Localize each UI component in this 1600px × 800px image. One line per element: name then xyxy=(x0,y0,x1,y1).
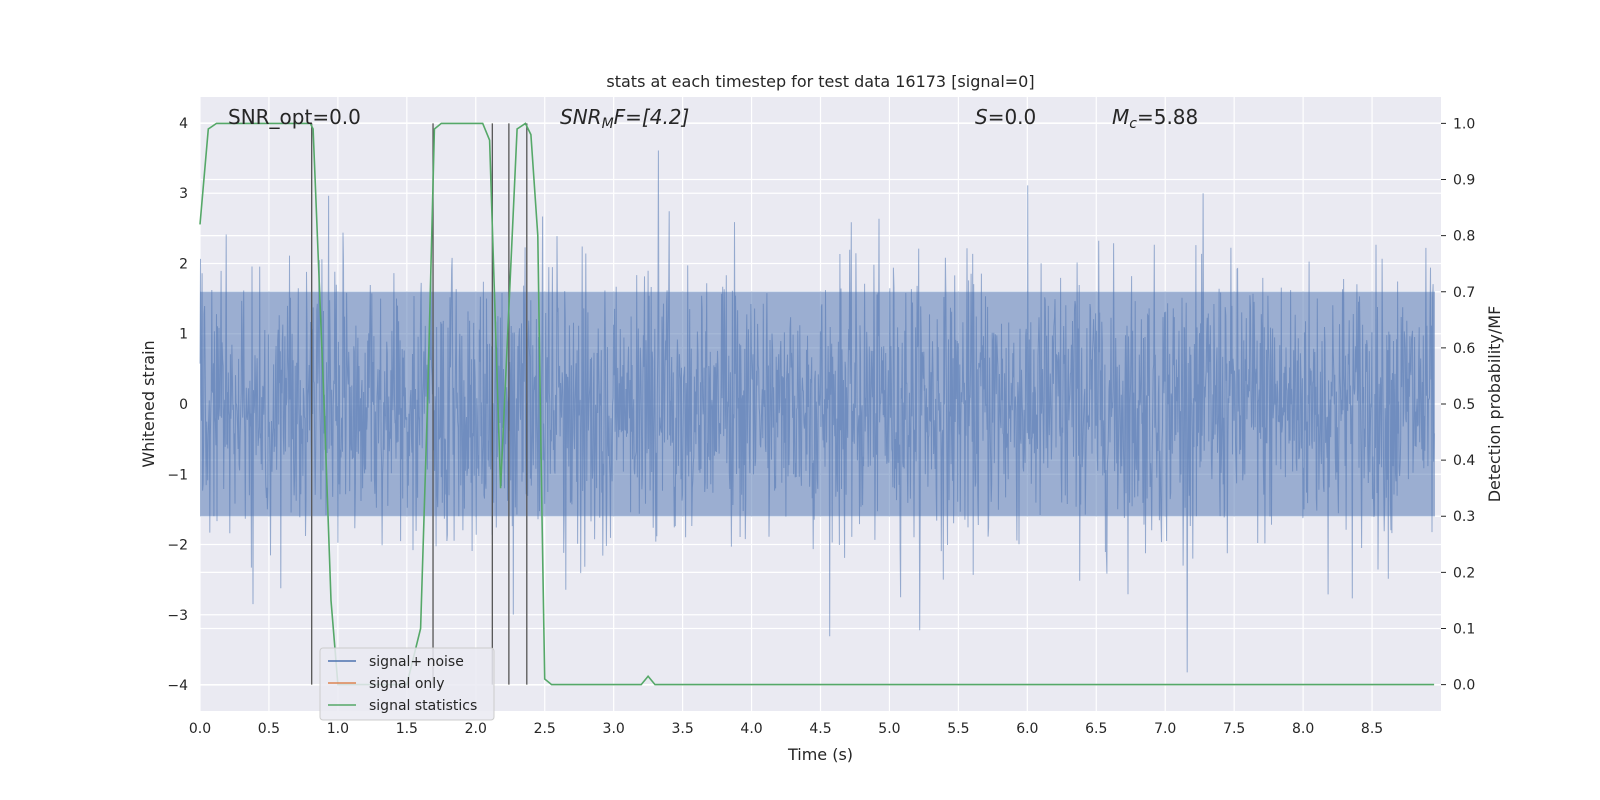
y2-tick-label: 0.5 xyxy=(1453,397,1475,413)
legend-label-stats: signal statistics xyxy=(369,698,477,714)
y2-tick-label: 0.4 xyxy=(1453,453,1475,469)
x-tick-label: 6.0 xyxy=(1016,721,1038,737)
y2-tick-label: 0.3 xyxy=(1453,509,1475,525)
y-tick-label: 2 xyxy=(179,256,188,272)
annotation-mc: Mc=5.88 xyxy=(1112,105,1198,132)
annotation-snr-mf: SNRMF=[4.2] xyxy=(560,105,689,132)
y2-tick-label: 0.0 xyxy=(1453,678,1475,694)
x-tick-label: 4.0 xyxy=(740,721,762,737)
x-tick-label: 8.0 xyxy=(1292,721,1314,737)
y-tick-label: −4 xyxy=(167,678,188,694)
y2-tick-label: 0.9 xyxy=(1453,173,1475,189)
annotation-s: S=0.0 xyxy=(975,105,1036,129)
y2-tick-label: 0.2 xyxy=(1453,565,1475,581)
annotation-s-rest: =0.0 xyxy=(988,105,1037,129)
chart-title: stats at each timestep for test data 161… xyxy=(606,72,1034,91)
y-axis-label: Whitened strain xyxy=(139,340,158,467)
annotation-snr-mf-rest: F=[4.2] xyxy=(614,105,690,129)
x-axis-ticks: 0.0 0.5 1.0 1.5 2.0 2.5 3.0 3.5 4.0 4.5 5.0 5.5 6.0 6… xyxy=(189,721,1383,737)
legend: signal+ noise signal only signal statist… xyxy=(319,647,495,721)
x-tick-label: 2.5 xyxy=(534,721,556,737)
y-tick-label: −3 xyxy=(167,608,188,624)
series-signal-noise xyxy=(199,150,1435,673)
annotation-snr-mf-sub: M xyxy=(602,116,614,132)
y2-tick-label: 0.8 xyxy=(1453,229,1475,245)
legend-label-noise: signal+ noise xyxy=(369,654,464,670)
y-tick-label: 1 xyxy=(179,327,188,343)
noise-trace xyxy=(199,150,1435,673)
x-tick-label: 8.5 xyxy=(1361,721,1383,737)
annotation-s-var: S xyxy=(975,105,988,129)
x-tick-label: 6.5 xyxy=(1085,721,1107,737)
x-tick-label: 5.5 xyxy=(947,721,969,737)
series-signal-statistics xyxy=(199,122,1435,686)
y2-axis-ticks: 1.0 0.9 0.8 0.7 0.6 0.5 0.4 0.3 0.2 0.1 0.0 xyxy=(1441,116,1475,694)
x-tick-label: 4.5 xyxy=(809,721,831,737)
x-tick-label: 3.0 xyxy=(603,721,625,737)
legend-box xyxy=(319,647,495,721)
y2-tick-label: 0.6 xyxy=(1453,341,1475,357)
x-tick-label: 1.0 xyxy=(327,721,349,737)
y2-tick-label: 0.7 xyxy=(1453,285,1475,301)
x-tick-label: 7.5 xyxy=(1223,721,1245,737)
x-tick-label: 3.5 xyxy=(671,721,693,737)
y-tick-label: −1 xyxy=(167,467,188,483)
x-axis-label: Time (s) xyxy=(787,745,853,764)
y2-tick-label: 1.0 xyxy=(1453,116,1475,132)
x-tick-label: 7.0 xyxy=(1154,721,1176,737)
y-axis-ticks: 4 3 2 1 0 −1 −2 −3 −4 xyxy=(167,116,188,694)
y-tick-label: 4 xyxy=(179,116,188,132)
annotation-snr-mf-base: SNR xyxy=(560,105,602,129)
x-tick-label: 0.0 xyxy=(189,721,211,737)
y2-tick-label: 0.1 xyxy=(1453,621,1475,637)
x-tick-label: 2.0 xyxy=(465,721,487,737)
annotation-mc-var: M xyxy=(1112,105,1129,129)
x-tick-label: 0.5 xyxy=(258,721,280,737)
x-tick-label: 5.0 xyxy=(878,721,900,737)
legend-label-signal: signal only xyxy=(369,676,444,692)
annotation-snr-opt: SNR_opt=0.0 xyxy=(228,105,361,129)
vertical-markers xyxy=(311,123,528,685)
x-tick-label: 1.5 xyxy=(396,721,418,737)
y2-axis-label: Detection probability/MF xyxy=(1485,306,1504,503)
y-tick-label: −2 xyxy=(167,538,188,554)
y-tick-label: 3 xyxy=(179,186,188,202)
annotation-mc-sub: c xyxy=(1129,116,1137,132)
annotation-mc-rest: =5.88 xyxy=(1137,105,1198,129)
y-tick-label: 0 xyxy=(179,397,188,413)
